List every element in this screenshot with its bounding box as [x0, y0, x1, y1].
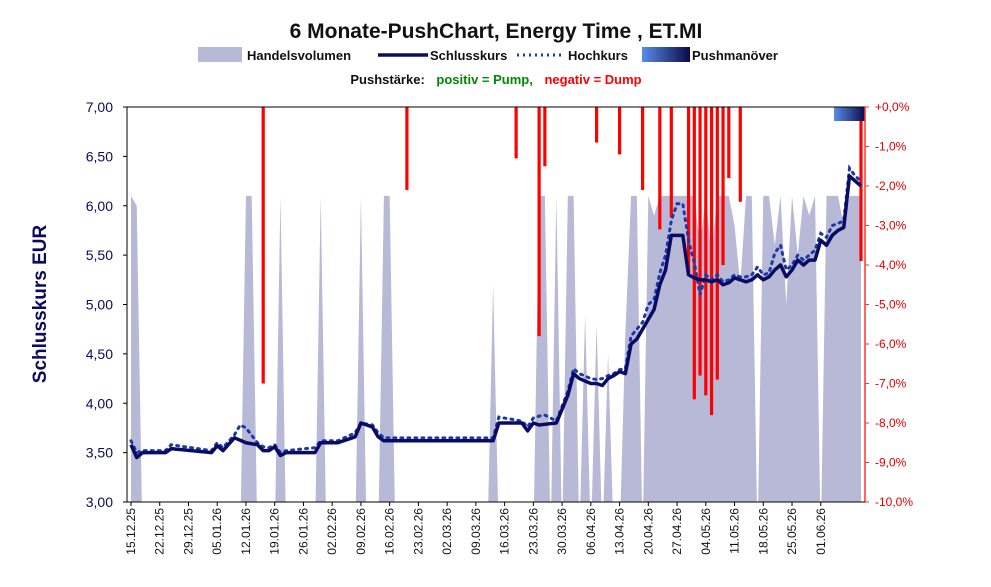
x-tick-label-13: 16.03.26	[498, 508, 512, 555]
x-tick-label-16: 06.04.26	[584, 508, 598, 555]
dump-bar-4	[543, 107, 547, 167]
x-tick-label-11: 02.03.26	[440, 508, 454, 555]
dump-bar-13	[704, 107, 708, 396]
dump-bar-10	[686, 107, 691, 273]
y2-tick-label-0: -10,0%	[875, 495, 913, 509]
y2-tick-label-2: -8,0%	[875, 416, 907, 430]
x-tick-label-7: 02.02.26	[325, 508, 339, 555]
dump-bar-6	[617, 107, 622, 155]
legend-push-label: Pushmanöver	[692, 48, 778, 63]
dump-bar-0	[261, 107, 265, 384]
x-tick-label-21: 11.05.26	[728, 508, 742, 554]
dump-bar-1	[405, 107, 409, 190]
x-tick-label-1: 22.12.25	[153, 508, 167, 555]
x-tick-label-20: 04.05.26	[699, 508, 713, 555]
y2-tick-label-8: -2,0%	[875, 179, 907, 193]
dump-bar-14	[709, 107, 714, 416]
push-band	[834, 107, 865, 121]
y2-tick-label-4: -6,0%	[875, 337, 907, 351]
y2-tick-label-5: -5,0%	[875, 298, 907, 312]
x-tick-label-19: 27.04.26	[670, 508, 684, 555]
dump-bar-17	[727, 107, 731, 179]
x-tick-label-17: 13.04.26	[613, 508, 627, 555]
y2-tick-label-1: -9,0%	[875, 456, 907, 470]
legend-volume-label: Handelsvolumen	[247, 48, 351, 63]
legend: Handelsvolumen Schlusskurs Hochkurs Push…	[198, 47, 778, 63]
x-tick-label-22: 18.05.26	[756, 508, 770, 555]
dump-bar-5	[594, 107, 599, 143]
y-tick-label-3: 4,50	[86, 346, 113, 362]
x-tick-label-23: 25.05.26	[785, 508, 799, 555]
x-tick-label-12: 09.03.26	[469, 508, 483, 555]
x-tick-label-14: 23.03.26	[526, 508, 540, 555]
plot-area	[129, 107, 865, 502]
y2-tick-label-6: -4,0%	[875, 258, 907, 272]
dump-bar-9	[669, 107, 673, 218]
push-strength-note: Pushstärke: positiv = Pump, negativ = Du…	[350, 72, 641, 87]
y2-tick-label-9: -1,0%	[875, 140, 907, 154]
axes: 3,00 3,50 4,00 4,50 5,00 5,50 6,00 6,50 7,00 -10,…	[86, 99, 914, 555]
y-tick-label-7: 6,50	[86, 148, 113, 164]
push-strength-positive: positiv = Pump,	[436, 72, 532, 87]
high-line	[129, 164, 863, 455]
y2-tick-label-3: -7,0%	[875, 377, 907, 391]
dump-bar-18	[738, 107, 742, 202]
dump-bar-3	[537, 107, 541, 337]
x-tick-label-2: 29.12.25	[181, 508, 195, 555]
push-strength-negative: negativ = Dump	[544, 72, 641, 87]
y-tick-label-4: 5,00	[86, 297, 113, 313]
chart-title: 6 Monate-PushChart, Energy Time , ET.MI	[290, 20, 703, 43]
x-tick-label-4: 12.01.26	[239, 508, 253, 555]
y-tick-label-2: 4,00	[86, 395, 113, 411]
y-tick-label-8: 7,00	[86, 99, 113, 115]
y-tick-label-5: 5,50	[86, 247, 113, 263]
x-tick-label-3: 05.01.26	[210, 508, 224, 555]
x-tick-label-18: 20.04.26	[641, 508, 655, 555]
y-tick-label-1: 3,50	[86, 445, 113, 461]
x-tick-label-24: 01.06.26	[814, 508, 828, 555]
dump-bar-12	[698, 107, 702, 376]
close-line	[129, 174, 863, 460]
y-axis-label: Schlusskurs EUR	[30, 225, 51, 384]
push-strength-prefix: Pushstärke:	[350, 72, 424, 87]
dump-bar-7	[640, 107, 645, 190]
dump-bar-11	[692, 107, 696, 400]
legend-high-label: Hochkurs	[568, 48, 628, 63]
volume-area	[131, 195, 861, 502]
dump-bar-16	[721, 107, 725, 265]
y-tick-label-0: 3,00	[86, 494, 113, 510]
x-tick-label-8: 09.02.26	[354, 508, 368, 555]
dump-bar-15	[715, 107, 719, 380]
y2-tick-label-10: +0,0%	[875, 100, 910, 114]
dump-bar-8	[658, 107, 662, 230]
legend-close-label: Schlusskurs	[430, 48, 507, 63]
dump-bar-2	[514, 107, 518, 159]
legend-volume-swatch	[198, 47, 242, 62]
x-tick-label-10: 23.02.26	[411, 508, 425, 555]
x-tick-label-6: 26.01.26	[296, 508, 310, 555]
x-tick-label-0: 15.12.25	[124, 508, 138, 555]
y2-tick-label-7: -3,0%	[875, 219, 907, 233]
x-tick-label-5: 19.01.26	[268, 508, 282, 555]
legend-push-swatch	[642, 47, 690, 62]
y-tick-label-6: 6,00	[86, 198, 113, 214]
x-tick-label-15: 30.03.26	[555, 508, 569, 555]
x-tick-label-9: 16.02.26	[383, 508, 397, 555]
